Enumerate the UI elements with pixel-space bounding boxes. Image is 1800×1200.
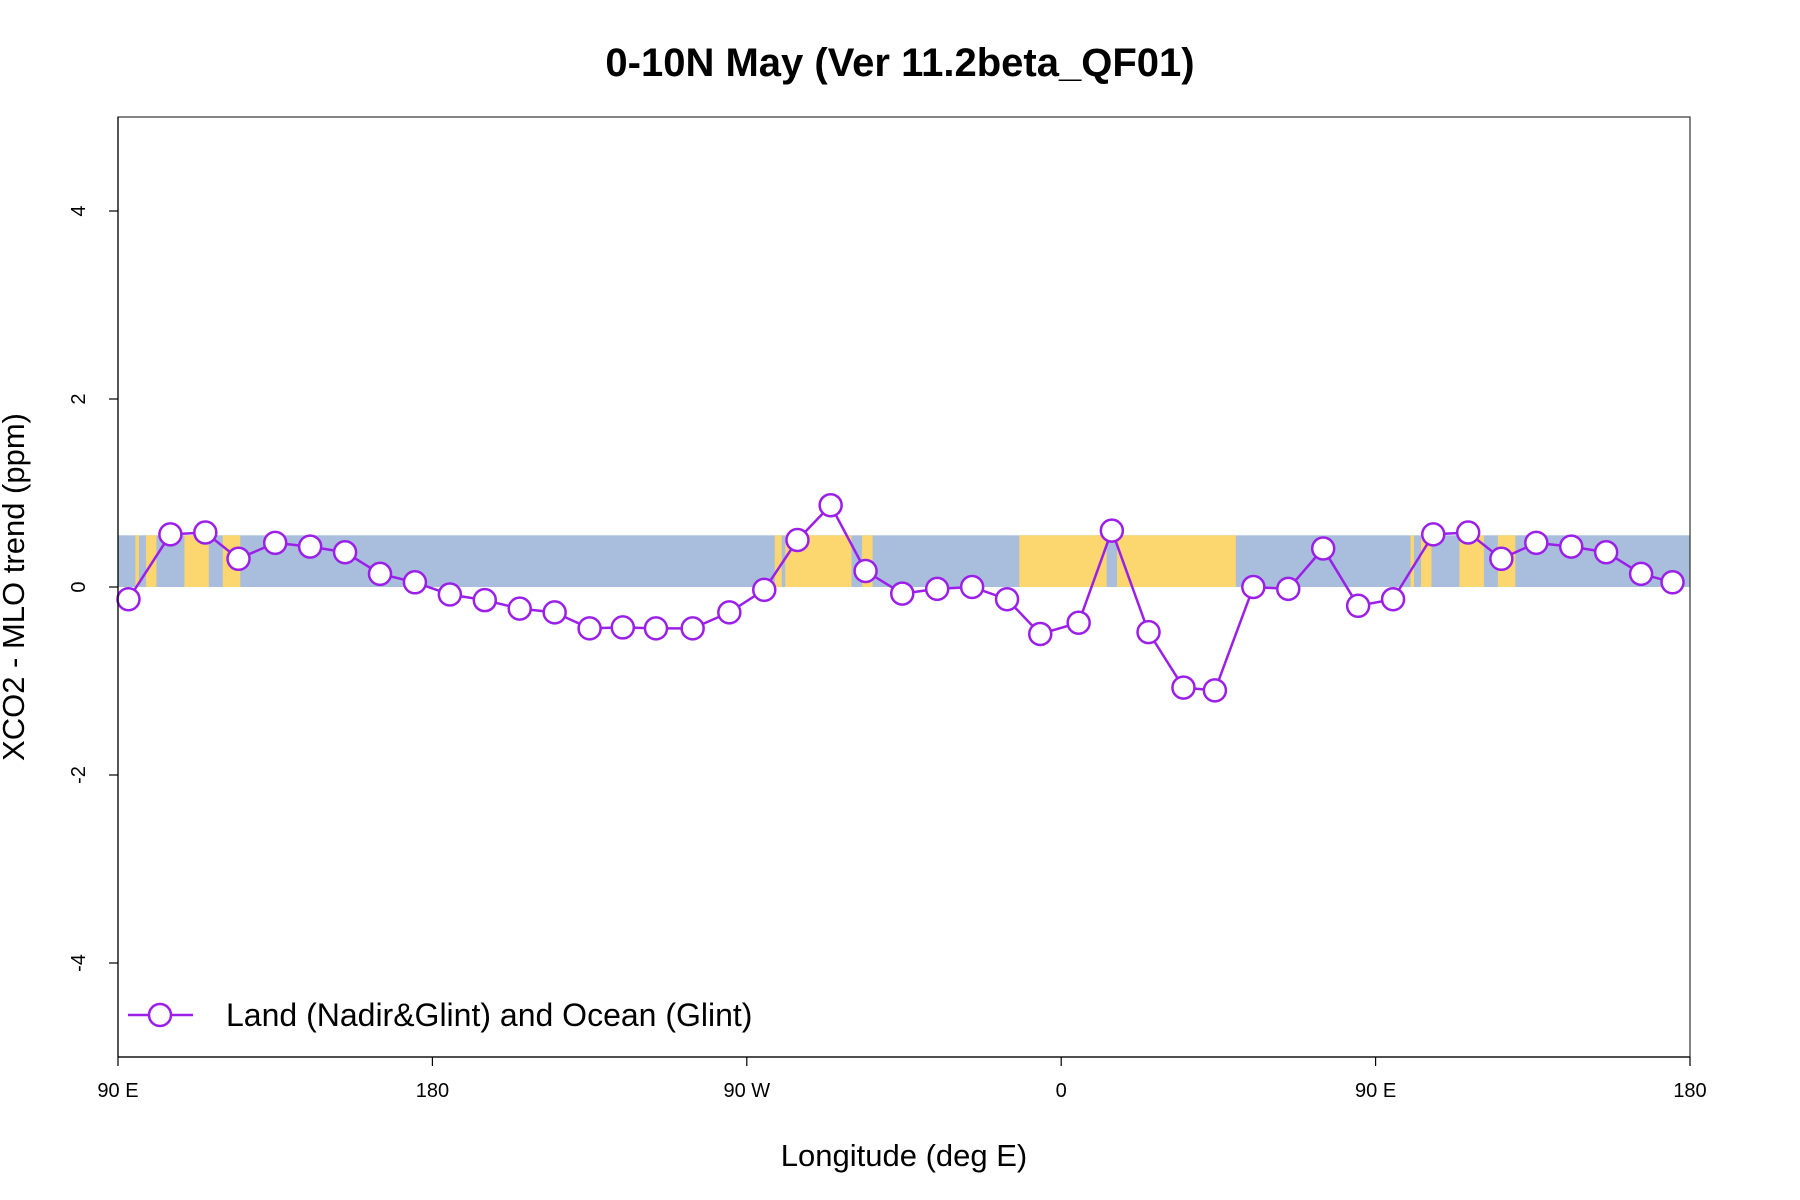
x-tick-label: 90 E: [1355, 1080, 1396, 1102]
x-tick-label: 0: [1056, 1080, 1067, 1102]
data-point: [1171, 675, 1196, 700]
data-point: [1455, 520, 1481, 545]
data-point: [1345, 593, 1371, 619]
y-axis: -4 -2 0 2 4: [68, 117, 119, 1057]
data-point: [785, 527, 810, 553]
y-tick-label: 0: [68, 581, 90, 592]
x-tick-label: 180: [416, 1080, 449, 1102]
land-band: [1410, 535, 1415, 587]
data-point: [752, 577, 777, 603]
data-point: [1099, 518, 1125, 543]
data-point: [1027, 621, 1053, 647]
data-point: [507, 596, 532, 621]
data-point: [1420, 522, 1446, 547]
data-point: [643, 616, 669, 641]
data-point: [610, 615, 636, 640]
land-band: [1019, 535, 1107, 587]
ocean-band: [118, 535, 1690, 587]
data-point: [402, 570, 428, 595]
data-point: [994, 586, 1020, 612]
land-band: [1117, 535, 1236, 587]
data-point: [1310, 536, 1336, 561]
chart-title: 0-10N May (Ver 11.2beta_QF01): [605, 41, 1194, 85]
data-point: [577, 616, 602, 641]
data-point: [1558, 534, 1584, 559]
data-point: [853, 558, 878, 584]
y-axis-label: XCO2 - MLO trend (ppm): [0, 413, 31, 761]
data-point: [1202, 678, 1228, 703]
data-point: [1524, 530, 1549, 556]
data-point: [262, 530, 288, 556]
data-point: [1660, 570, 1685, 595]
data-point: [717, 600, 742, 625]
y-tick-label: 2: [68, 393, 90, 404]
x-axis: 90 E 180 90 W 0 90 E 180: [97, 1056, 1707, 1102]
legend-marker-swatch: [147, 1002, 173, 1028]
data-point: [1593, 539, 1619, 565]
land-band: [145, 535, 157, 587]
data-point: [158, 522, 183, 547]
y-tick-label: -2: [68, 766, 90, 784]
data-point: [959, 574, 985, 600]
data-point: [1066, 610, 1091, 635]
y-tick-label: -4: [68, 954, 90, 972]
background-band: [118, 535, 1690, 587]
y-tick-label: 4: [68, 205, 90, 216]
land-band: [135, 535, 139, 587]
data-point: [1380, 586, 1406, 612]
data-point: [818, 492, 843, 518]
x-axis-label: Longitude (deg E): [781, 1138, 1027, 1173]
x-tick-label: 90 W: [723, 1080, 770, 1102]
x-tick-label: 180: [1673, 1080, 1706, 1102]
data-point: [1276, 576, 1301, 602]
data-point: [890, 581, 915, 606]
land-band: [1421, 535, 1432, 587]
data-point: [193, 520, 218, 545]
data-point: [1489, 546, 1514, 572]
data-point: [297, 534, 323, 559]
x-tick-label: 90 E: [97, 1080, 138, 1102]
data-point: [472, 587, 498, 613]
data-point: [924, 576, 950, 602]
legend: Land (Nadir&Glint) and Ocean (Glint): [128, 997, 752, 1033]
series-layer: [116, 492, 1685, 703]
land-band: [774, 535, 782, 587]
data-point: [437, 582, 463, 607]
legend-label: Land (Nadir&Glint) and Ocean (Glint): [226, 997, 752, 1033]
data-point: [542, 600, 567, 625]
data-point: [680, 616, 705, 641]
data-point: [1628, 561, 1654, 587]
data-point: [226, 546, 251, 572]
data-point: [367, 561, 393, 587]
data-point: [116, 586, 141, 612]
data-point: [1241, 574, 1266, 600]
data-point: [1136, 619, 1161, 645]
data-point: [332, 539, 358, 565]
